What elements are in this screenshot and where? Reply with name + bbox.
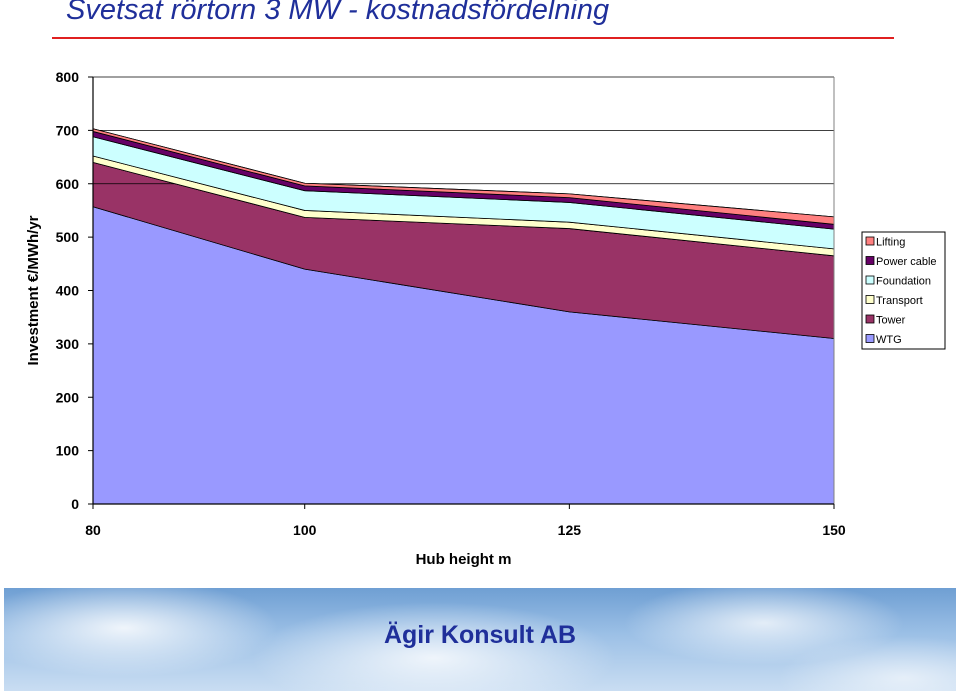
x-tick-label: 100: [293, 522, 317, 538]
y-axis-title: Investment €/MWh/yr: [25, 215, 42, 365]
x-tick-label: 80: [85, 522, 101, 538]
y-tick-label: 100: [56, 443, 80, 459]
legend-swatch-foundation: [865, 275, 875, 285]
legend-swatch-lifting: [865, 236, 875, 246]
x-axis-title: Hub height m: [416, 551, 512, 568]
y-tick-label: 300: [56, 336, 80, 352]
legend-swatch-tower: [865, 314, 875, 324]
sky-banner: Ägir Konsult AB: [4, 588, 956, 691]
x-tick-label: 150: [822, 522, 846, 538]
slide-title: Svetsat rörtorn 3 MW - kostnadsfördelnin…: [66, 0, 610, 26]
title-divider: [52, 37, 894, 39]
legend-swatch-power-cable: [865, 256, 875, 265]
y-tick-label: 200: [56, 389, 80, 405]
legend-label-power-cable: Power cable: [876, 256, 937, 268]
y-tick-label: 400: [56, 283, 80, 299]
legend-swatch-transport: [865, 295, 875, 304]
stacked-area-chart: 0 100 200 300 400 500 600 700 800 80 100 125 150 Hub …: [25, 69, 946, 568]
x-tick-label: 125: [558, 522, 582, 538]
legend-box: [861, 231, 946, 350]
legend-label-transport: Transport: [876, 295, 923, 307]
y-tick-label: 800: [56, 69, 80, 85]
y-tick-label: 700: [56, 122, 80, 138]
y-tick-label: 0: [71, 496, 79, 512]
company-name: Ägir Konsult AB: [383, 621, 577, 649]
legend-swatch-wtg: [865, 334, 875, 343]
legend-label-wtg: WTG: [876, 334, 902, 346]
legend-label-tower: Tower: [876, 315, 906, 327]
legend-label-foundation: Foundation: [876, 276, 931, 288]
y-tick-label: 500: [56, 229, 80, 245]
y-tick-label: 600: [56, 176, 80, 192]
legend-label-lifting: Lifting: [876, 237, 905, 249]
